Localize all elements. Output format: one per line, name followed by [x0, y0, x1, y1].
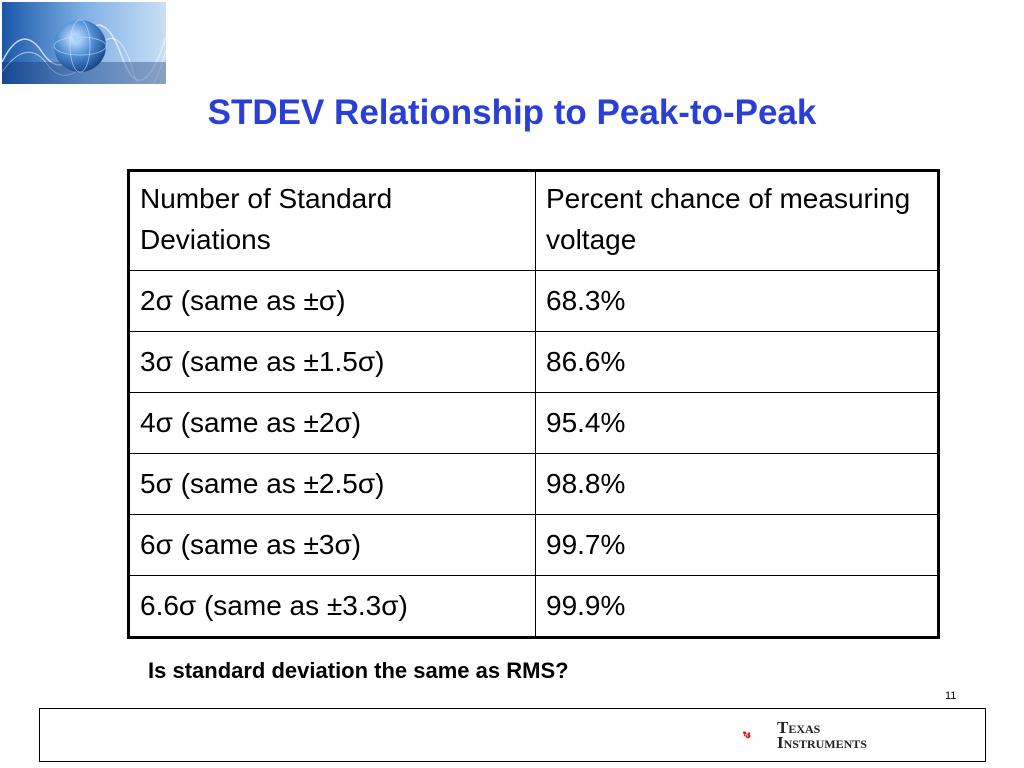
table-row: 6σ (same as ±3σ) 99.7%: [128, 514, 939, 576]
ti-state-icon: [743, 731, 751, 739]
table-cell-percent: 99.9%: [535, 575, 939, 638]
table-row: 5σ (same as ±2.5σ) 98.8%: [128, 453, 939, 515]
table-cell-percent: 99.7%: [535, 514, 939, 576]
table-cell-deviations: 2σ (same as ±σ): [128, 270, 536, 332]
rms-question: Is standard deviation the same as RMS?: [148, 658, 569, 683]
page-number: 11: [945, 690, 957, 702]
table-row: 4σ (same as ±2σ) 95.4%: [128, 392, 939, 454]
table-cell-percent: 95.4%: [535, 392, 939, 454]
header-cell-percent: Percent chance of measuring voltage: [535, 170, 939, 271]
table-row: 6.6σ (same as ±3.3σ) 99.9%: [128, 575, 939, 638]
globe-banner: [2, 2, 166, 84]
table-cell-percent: 68.3%: [535, 270, 939, 332]
footer-bar: [39, 708, 986, 762]
table-cell-percent: 86.6%: [535, 331, 939, 393]
ti-brand-line2: Instruments: [777, 733, 867, 752]
table-header-row: Number of Standard Deviations Percent ch…: [128, 170, 939, 271]
table-cell-deviations: 5σ (same as ±2.5σ): [128, 453, 536, 515]
table-cell-percent: 98.8%: [535, 453, 939, 515]
table-cell-deviations: 4σ (same as ±2σ): [128, 392, 536, 454]
header-cell-deviations: Number of Standard Deviations: [128, 170, 536, 271]
table-row: 2σ (same as ±σ) 68.3%: [128, 270, 939, 332]
page-title: STDEV Relationship to Peak-to-Peak: [207, 93, 817, 132]
globe-icon: [2, 2, 166, 84]
table-row: 3σ (same as ±1.5σ) 86.6%: [128, 331, 939, 393]
table-cell-deviations: 3σ (same as ±1.5σ): [128, 331, 536, 393]
ti-brand-line1: Texas: [777, 718, 821, 737]
ti-brand-name: Texas Instruments: [777, 718, 867, 752]
table-cell-deviations: 6.6σ (same as ±3.3σ): [128, 575, 536, 638]
table-cell-deviations: 6σ (same as ±3σ): [128, 514, 536, 576]
sigma-table: Number of Standard Deviations Percent ch…: [127, 169, 940, 639]
